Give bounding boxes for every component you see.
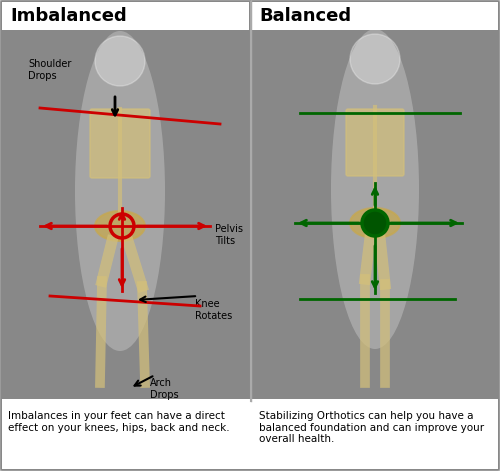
Text: Arch
Drops: Arch Drops — [150, 378, 178, 399]
Circle shape — [362, 210, 388, 236]
Text: Pelvis
Tilts: Pelvis Tilts — [215, 224, 243, 245]
Bar — [2, 2, 249, 30]
Bar — [2, 399, 498, 469]
Bar — [252, 2, 498, 30]
Text: Stabilizing Orthotics can help you have a
balanced foundation and can improve yo: Stabilizing Orthotics can help you have … — [259, 411, 484, 444]
Ellipse shape — [350, 208, 400, 238]
Text: Shoulder
Drops: Shoulder Drops — [28, 59, 72, 81]
Text: Imbalanced: Imbalanced — [10, 7, 127, 25]
Text: Balanced: Balanced — [259, 7, 351, 25]
FancyBboxPatch shape — [90, 109, 150, 178]
FancyBboxPatch shape — [346, 109, 404, 176]
Ellipse shape — [331, 29, 419, 349]
Circle shape — [95, 36, 145, 86]
Circle shape — [350, 34, 400, 84]
Text: Imbalances in your feet can have a direct
effect on your knees, hips, back and n: Imbalances in your feet can have a direc… — [8, 411, 230, 432]
Ellipse shape — [95, 211, 145, 241]
Ellipse shape — [75, 31, 165, 351]
Text: Knee
Rotates: Knee Rotates — [195, 299, 232, 321]
